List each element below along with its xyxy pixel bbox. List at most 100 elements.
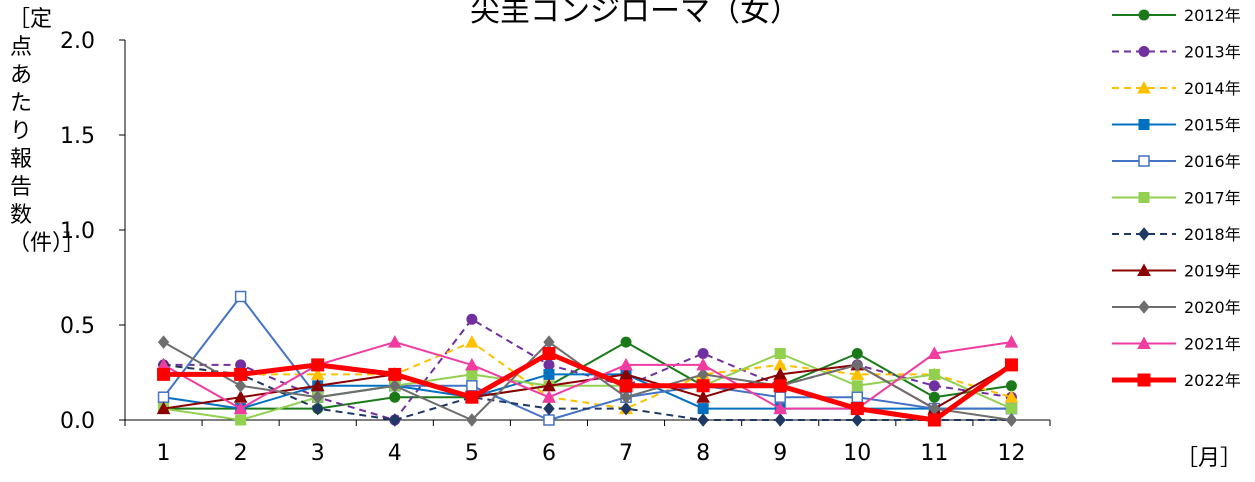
data-point [543, 401, 555, 416]
data-point [543, 414, 555, 426]
data-point [234, 367, 248, 381]
data-point [234, 290, 247, 303]
data-point [697, 403, 709, 415]
data-point [620, 336, 632, 348]
data-point [156, 401, 171, 415]
legend-label: 2015年 [1184, 116, 1241, 135]
data-point [465, 390, 479, 404]
data-point [389, 413, 401, 427]
data-point [851, 380, 863, 392]
data-point [542, 347, 556, 360]
series-line [163, 341, 1012, 410]
series-line [163, 351, 1013, 423]
data-point [851, 413, 863, 427]
data-point [312, 390, 324, 404]
legend-label: 2012年 [1184, 6, 1241, 25]
legend-label: 2022年 [1184, 371, 1241, 390]
data-point [696, 390, 710, 403]
x-tick-label: 6 [542, 441, 556, 466]
series-line [163, 341, 1012, 410]
data-point [233, 401, 248, 415]
x-tick-label: 11 [920, 441, 948, 466]
data-point [851, 391, 864, 403]
legend-marker [1138, 9, 1150, 21]
data-point [466, 313, 478, 325]
data-point [620, 401, 632, 416]
data-point [928, 380, 940, 392]
data-point [927, 346, 942, 359]
y-tick-label: 1.5 [60, 124, 95, 149]
series-line [162, 295, 1012, 421]
y-tick-label: 0.5 [60, 314, 95, 339]
data-point [851, 348, 863, 359]
data-point [696, 357, 710, 371]
data-point [312, 401, 324, 416]
legend-marker [1138, 227, 1150, 241]
data-point [311, 358, 325, 372]
data-point [543, 359, 555, 371]
data-point [234, 379, 247, 393]
x-tick-label: 1 [157, 441, 171, 466]
y-tick-label: 1.0 [60, 219, 95, 244]
legend-label: 2016年 [1184, 152, 1241, 171]
y-tick-label: 0.0 [60, 409, 95, 434]
data-point [465, 357, 479, 371]
data-point [850, 402, 864, 416]
data-point [389, 391, 401, 403]
data-point [773, 379, 787, 393]
data-point [773, 401, 788, 415]
legend-label: 2019年 [1184, 262, 1241, 281]
legend-marker [1137, 263, 1151, 276]
legend-label: 2020年 [1184, 298, 1241, 317]
legend-label: 2017年 [1184, 189, 1241, 208]
data-point [850, 367, 865, 380]
x-tick-label: 12 [997, 441, 1025, 466]
data-point [1005, 380, 1017, 392]
x-tick-label: 9 [773, 441, 787, 466]
legend-label: 2014年 [1184, 79, 1241, 98]
data-point [388, 367, 402, 381]
legend-marker [1138, 192, 1150, 203]
data-point [235, 414, 247, 426]
legend-label: 2021年 [1184, 335, 1241, 354]
data-point [928, 368, 940, 380]
data-point [466, 368, 478, 380]
series-line [163, 363, 1012, 421]
data-point [620, 390, 632, 404]
x-axis-label: ［月］ [1176, 446, 1243, 471]
data-point [387, 335, 402, 348]
legend-label: 2013年 [1184, 43, 1241, 62]
data-point [774, 391, 786, 403]
legend-marker [1138, 300, 1150, 314]
data-point [1005, 403, 1017, 415]
data-point [466, 413, 478, 427]
x-tick-label: 2 [234, 441, 248, 466]
data-point [389, 379, 401, 393]
x-tick-label: 7 [619, 441, 633, 466]
data-point [157, 335, 170, 349]
legend-marker [1138, 46, 1150, 57]
data-point [928, 391, 940, 403]
data-point [697, 413, 709, 427]
data-point [543, 368, 555, 380]
data-point [465, 335, 479, 348]
series-line [163, 341, 1012, 410]
chart-title: 尖圭コンジローマ（女） [470, 0, 800, 29]
data-point [697, 348, 709, 359]
data-point [157, 391, 170, 403]
data-point [157, 367, 171, 381]
data-point [1004, 358, 1018, 372]
legend-marker [1138, 119, 1150, 130]
data-point [774, 348, 786, 359]
data-point [927, 413, 941, 427]
legend-marker [1137, 336, 1151, 349]
legend-marker [1137, 80, 1151, 94]
legend-label: 2018年 [1184, 225, 1241, 244]
data-point [774, 413, 786, 427]
data-point [1004, 390, 1019, 403]
x-tick-label: 5 [465, 441, 479, 466]
series-line [163, 352, 1012, 421]
x-tick-label: 8 [696, 441, 710, 466]
